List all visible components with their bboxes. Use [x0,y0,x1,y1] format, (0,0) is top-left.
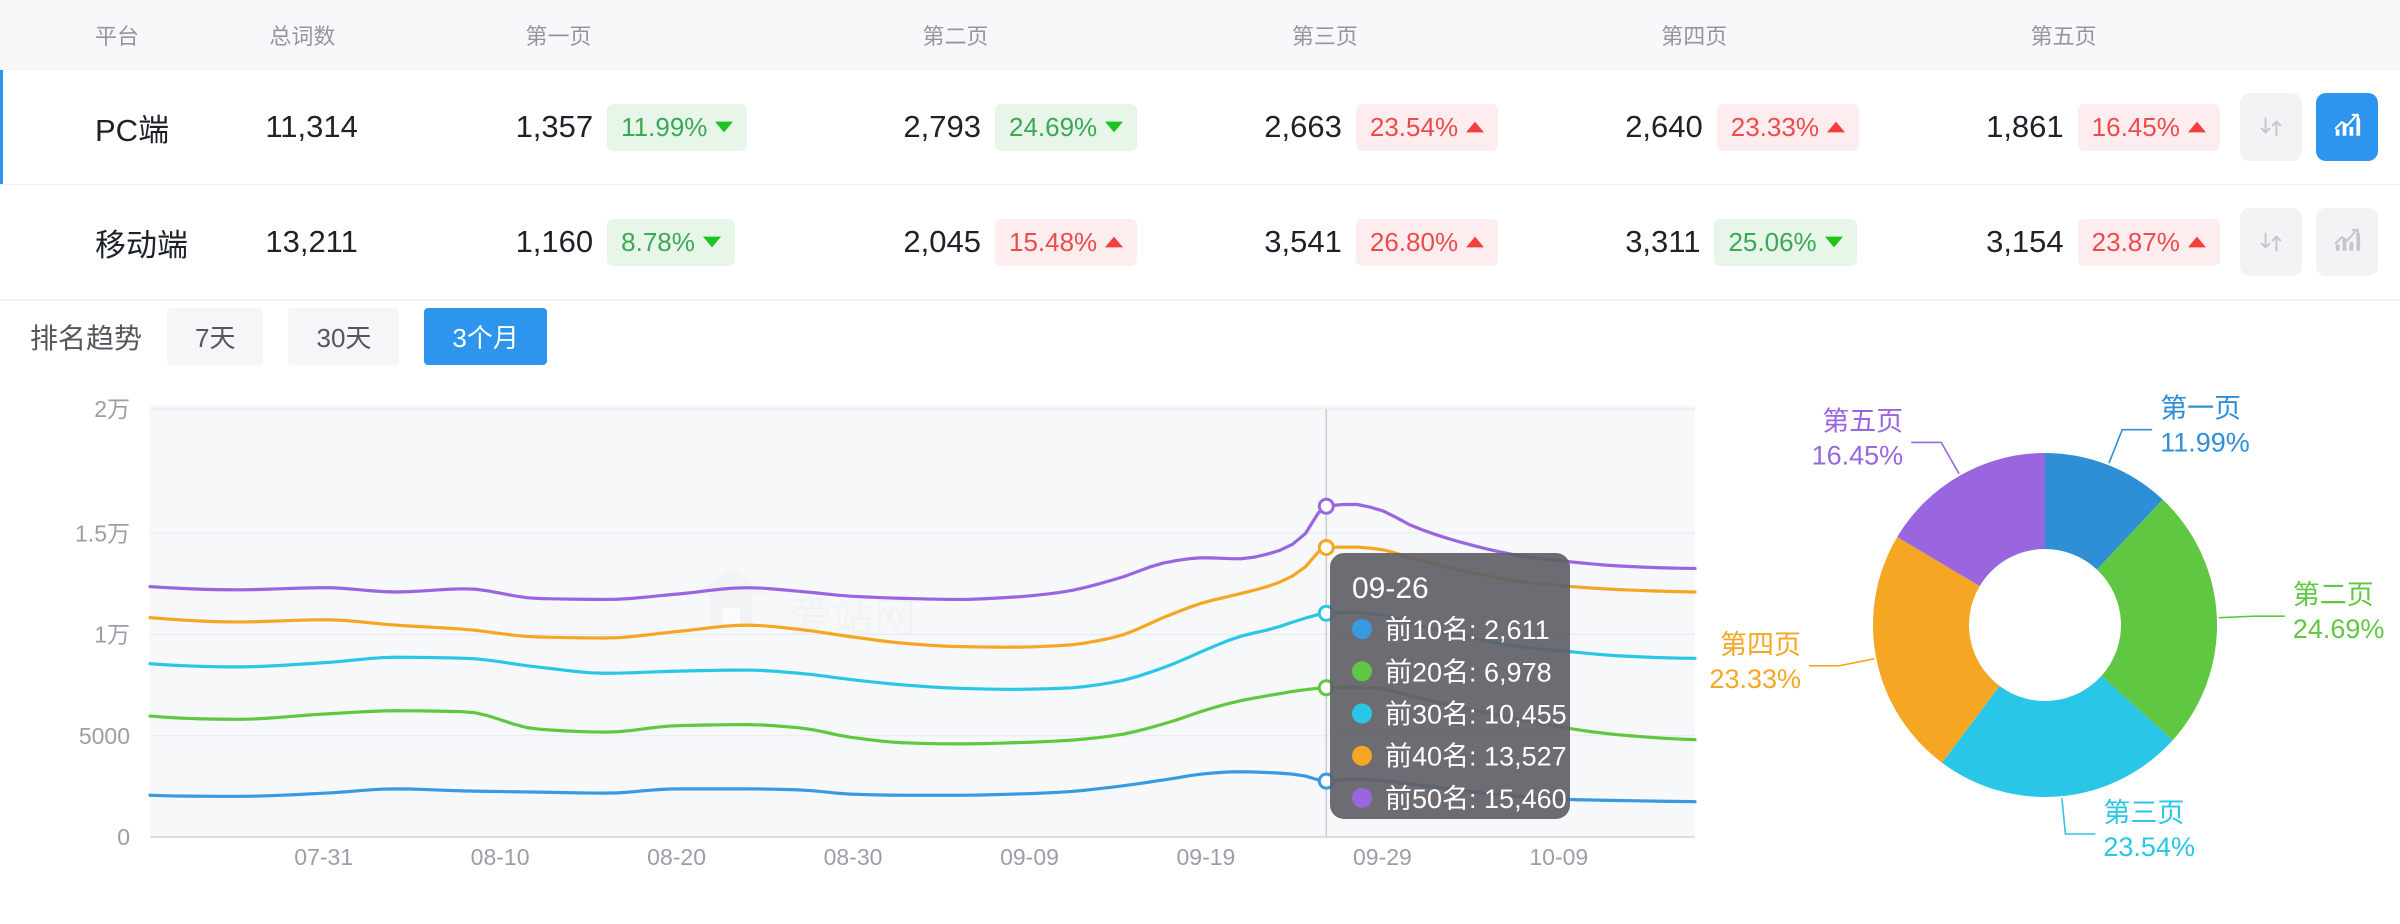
svg-text:1万: 1万 [94,622,130,648]
svg-text:08-10: 08-10 [471,844,530,870]
svg-text:09-26: 09-26 [1352,572,1429,605]
svg-text:5000: 5000 [79,723,130,749]
svg-text:16.45%: 16.45% [1812,440,1904,470]
svg-text:09-29: 09-29 [1353,844,1412,870]
svg-text:前50名: 15,460: 前50名: 15,460 [1385,784,1567,814]
svg-text:09-19: 09-19 [1176,844,1235,870]
svg-text:09-09: 09-09 [1000,844,1059,870]
svg-text:前10名: 2,611: 前10名: 2,611 [1385,615,1550,645]
svg-text:第三页: 第三页 [2103,798,2184,828]
svg-text:23.54%: 23.54% [2103,832,2195,862]
svg-text:08-20: 08-20 [647,844,706,870]
svg-text:08-30: 08-30 [824,844,883,870]
svg-text:07-31: 07-31 [294,844,353,870]
svg-text:11.99%: 11.99% [2160,428,2250,458]
svg-text:第四页: 第四页 [1720,630,1801,660]
svg-text:0: 0 [117,824,130,850]
svg-text:爱站网: 爱站网 [790,594,916,641]
svg-text:前30名: 10,455: 前30名: 10,455 [1385,700,1567,730]
svg-text:第一页: 第一页 [2160,394,2241,424]
svg-text:前40名: 13,527: 前40名: 13,527 [1385,742,1567,772]
svg-text:第二页: 第二页 [2293,580,2374,610]
svg-text:24.69%: 24.69% [2293,614,2385,644]
svg-text:10-09: 10-09 [1529,844,1588,870]
svg-text:1.5万: 1.5万 [75,520,130,546]
svg-text:第五页: 第五页 [1822,406,1903,436]
svg-text:前20名: 6,978: 前20名: 6,978 [1385,657,1552,687]
svg-text:23.33%: 23.33% [1709,664,1801,694]
svg-text:2万: 2万 [94,396,130,422]
